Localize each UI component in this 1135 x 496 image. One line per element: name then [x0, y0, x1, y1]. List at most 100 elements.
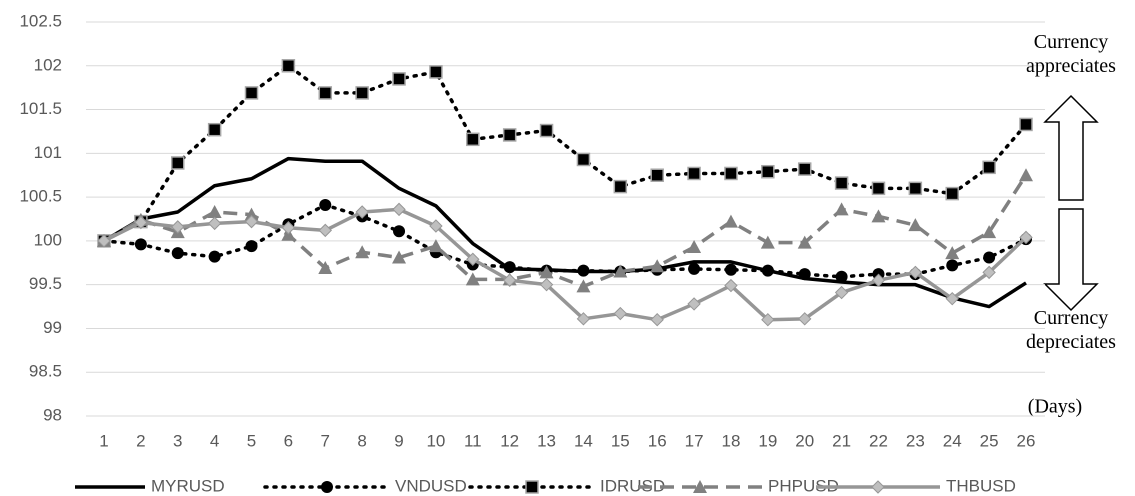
marker [908, 218, 923, 232]
marker [1019, 230, 1033, 245]
marker [798, 312, 812, 326]
x-tick-label: 1 [99, 431, 108, 450]
series [97, 202, 1033, 327]
marker [502, 273, 517, 287]
marker [318, 261, 333, 275]
marker [171, 247, 184, 260]
line [103, 174, 1028, 289]
marker [982, 225, 997, 239]
marker [318, 86, 333, 100]
series [97, 168, 1033, 293]
marker [797, 162, 812, 176]
marker [465, 272, 480, 286]
y-tick-label: 100.5 [19, 187, 62, 206]
x-tick-label: 23 [906, 431, 925, 450]
x-tick-label: 5 [247, 431, 256, 450]
legend-label: THBUSD [946, 476, 1016, 495]
marker [650, 312, 664, 327]
marker [723, 214, 738, 228]
marker [97, 234, 111, 248]
marker [908, 181, 923, 196]
y-tick-label: 102 [34, 55, 62, 74]
marker [945, 186, 959, 201]
marker [613, 306, 628, 321]
marker [393, 225, 406, 238]
marker [577, 264, 590, 277]
marker [244, 86, 259, 100]
marker [171, 156, 185, 170]
marker [245, 240, 258, 253]
x-axis-label: (Days) [1028, 396, 1082, 418]
marker [871, 273, 886, 287]
y-tick-label: 101 [34, 143, 62, 162]
marker [502, 128, 517, 142]
y-tick-label: 102.5 [19, 11, 62, 30]
legend-marker [871, 480, 885, 494]
marker [946, 259, 959, 272]
marker [983, 251, 996, 264]
marker [134, 215, 148, 230]
x-tick-label: 12 [500, 431, 519, 450]
marker [761, 312, 775, 327]
marker [760, 235, 775, 249]
x-tick-label: 9 [394, 431, 403, 450]
x-tick-label: 21 [832, 431, 851, 450]
marker [207, 122, 222, 137]
legend-marker [693, 480, 707, 493]
marker [761, 164, 775, 179]
marker [355, 205, 369, 219]
marker [539, 265, 554, 279]
marker [871, 181, 886, 196]
marker [945, 291, 959, 306]
x-tick-label: 17 [685, 431, 704, 450]
legend-marker [321, 481, 333, 493]
marker [429, 65, 443, 79]
y-tick-label: 99 [43, 318, 62, 337]
marker [687, 297, 701, 311]
line [102, 203, 1028, 279]
marker [207, 204, 222, 218]
arrows [1043, 94, 1099, 312]
x-tick-label: 3 [173, 431, 182, 450]
marker [576, 152, 591, 167]
x-tick-label: 13 [537, 431, 556, 450]
x-tick-label: 22 [869, 431, 888, 450]
marker [945, 246, 960, 260]
x-tick-label: 11 [464, 431, 482, 450]
marker [834, 285, 849, 300]
marker [503, 261, 516, 274]
marker [244, 207, 259, 221]
marker [318, 223, 332, 238]
marker [539, 123, 554, 138]
marker [982, 265, 996, 280]
marker [392, 250, 407, 264]
marker [834, 176, 849, 190]
marker [355, 86, 369, 100]
marker [650, 259, 665, 273]
marker [688, 262, 701, 275]
x-tick-label: 25 [980, 431, 999, 450]
marker [908, 265, 923, 280]
marker [392, 202, 406, 217]
marker [171, 220, 185, 234]
line [103, 207, 1028, 322]
x-tick-label: 10 [426, 431, 445, 450]
x-tick-label: 6 [284, 431, 293, 450]
up-arrow [1043, 94, 1099, 201]
marker [687, 240, 702, 254]
down-arrow [1043, 208, 1099, 312]
marker [539, 277, 554, 292]
marker [208, 250, 221, 263]
marker [724, 263, 737, 276]
x-tick-label: 7 [321, 431, 330, 450]
x-tick-label: 4 [210, 431, 219, 450]
annotation: Currency depreciates [1026, 307, 1116, 353]
marker [134, 238, 147, 251]
y-tick-label: 98 [43, 405, 62, 424]
marker [871, 209, 886, 223]
y-tick-label: 99.5 [29, 274, 62, 293]
legend-label: VNDUSD [395, 476, 467, 495]
y-tick-label: 100 [34, 230, 62, 249]
